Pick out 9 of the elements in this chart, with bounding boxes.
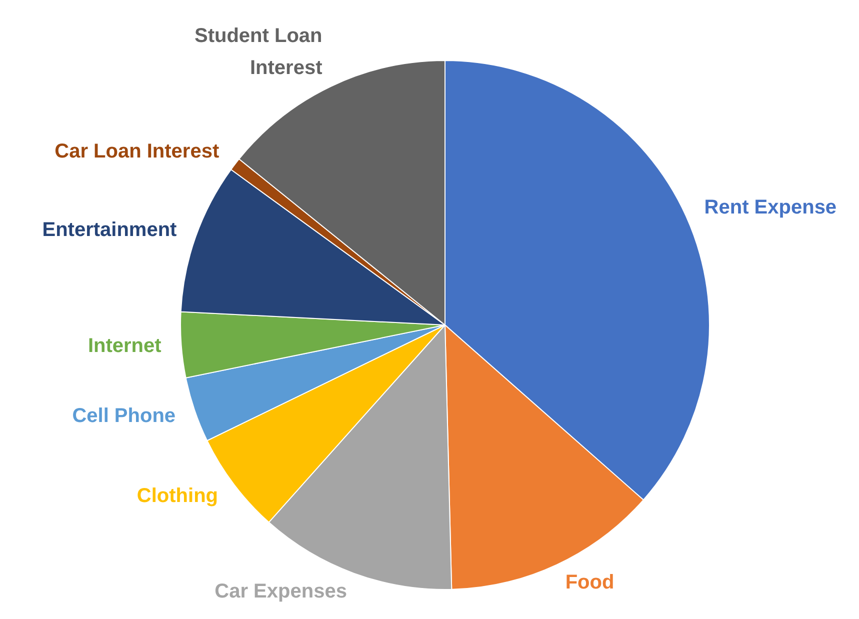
slice-label: Rent Expense	[704, 196, 837, 218]
slice-label: Car Expenses	[214, 580, 347, 603]
slice-label: Car Loan Interest	[54, 140, 220, 163]
slice-label: Student Loan Interest	[194, 24, 323, 79]
slice-label: Cell Phone	[72, 404, 176, 427]
slice-label: Food	[565, 571, 614, 594]
slice-label: Internet	[88, 334, 162, 357]
slice-label: Clothing	[136, 485, 218, 508]
slice-label: Entertainment	[42, 218, 178, 241]
